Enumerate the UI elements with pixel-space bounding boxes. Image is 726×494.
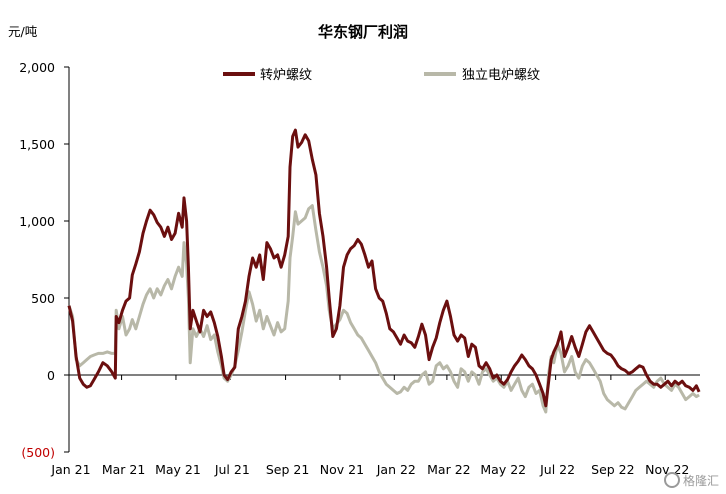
legend: 转炉螺纹 独立电炉螺纹 xyxy=(223,68,540,83)
x-tick-label: Jul 21 xyxy=(214,462,250,477)
series-0 xyxy=(67,128,701,408)
legend-item-eaf-rebar: 独立电炉螺纹 xyxy=(424,68,540,83)
x-tick-label: Sep 21 xyxy=(266,462,309,477)
watermark-text: 格隆汇 xyxy=(683,473,719,488)
y-tick-label: 0 xyxy=(47,368,55,383)
legend-label-eaf-rebar: 独立电炉螺纹 xyxy=(462,68,540,83)
series-layer xyxy=(67,128,701,414)
watermark: 格隆汇 xyxy=(664,472,719,488)
legend-item-bof-rebar: 转炉螺纹 xyxy=(223,68,312,83)
x-tick-label: May 21 xyxy=(155,462,201,477)
g-logo-icon xyxy=(664,472,680,488)
x-tick-label: Nov 21 xyxy=(320,462,364,477)
y-tick-label: 500 xyxy=(31,291,55,306)
x-tick-label: Mar 21 xyxy=(102,462,145,477)
y-axis-unit-label: 元/吨 xyxy=(8,24,38,39)
x-tick-label: Mar 22 xyxy=(427,462,470,477)
x-tick-label: Sep 22 xyxy=(591,462,634,477)
series-1 xyxy=(67,204,700,414)
x-tick-label: Jan 22 xyxy=(376,462,416,477)
x-tick-label: Jan 21 xyxy=(50,462,90,477)
y-tick-label: (500) xyxy=(21,445,55,460)
y-tick-label: 1,500 xyxy=(19,137,55,152)
x-tick-label: Nov 22 xyxy=(645,462,689,477)
series-line-eaf-rebar xyxy=(67,204,700,414)
x-axis-ticks: Jan 21 Mar 21 May 21 Jul 21 Sep 21 Nov 21 Jan … xyxy=(50,375,689,477)
y-tick-label: 2,000 xyxy=(19,60,55,75)
legend-label-bof-rebar: 转炉螺纹 xyxy=(260,68,312,83)
y-tick-label: 1,000 xyxy=(19,214,55,229)
y-axis-ticks: 2,000 1,500 1,000 500 0 (500) xyxy=(19,60,69,460)
chart-title: 华东钢厂利润 xyxy=(318,23,408,41)
series-line-bof-rebar xyxy=(67,128,701,408)
x-tick-label: Jul 22 xyxy=(539,462,575,477)
x-tick-label: May 22 xyxy=(480,462,526,477)
